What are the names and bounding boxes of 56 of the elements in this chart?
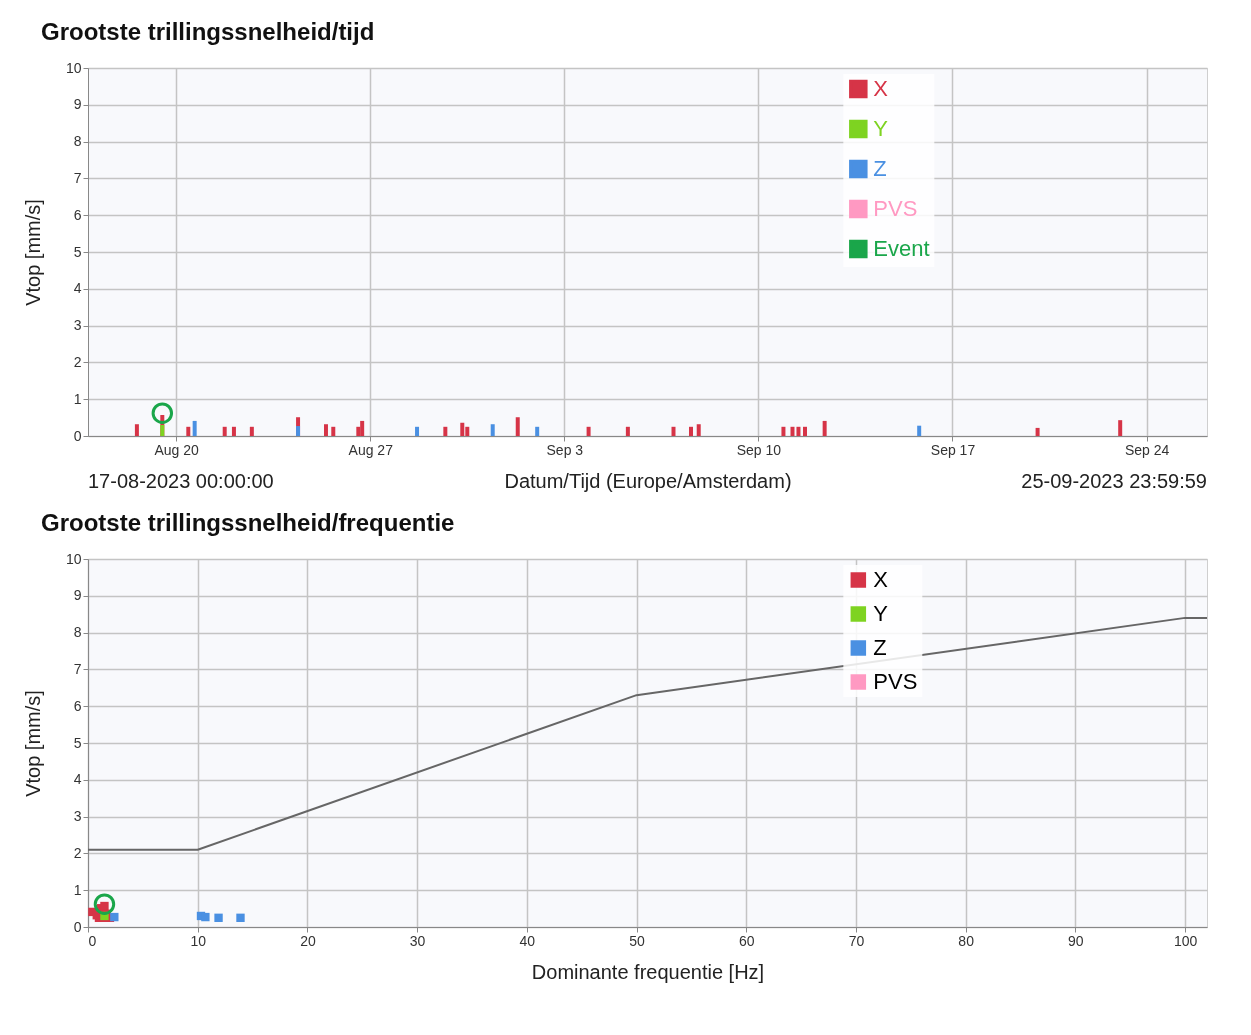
x-tick-label: 90 [1068, 932, 1084, 949]
text: 17-08-2023 00:00:00 [88, 470, 274, 492]
x-tick-label: Aug 20 [154, 441, 200, 458]
x-tick-label: 100 [1173, 932, 1198, 949]
x-tick-label: 40 [519, 932, 536, 949]
y-tick-label: 0 [73, 427, 82, 444]
y-tick-label: 1 [73, 390, 82, 407]
legend-label: PVS [873, 669, 918, 694]
x-axis-title: Dominante frequentie [Hz] [531, 960, 765, 983]
y-tick-label: 7 [73, 169, 82, 186]
x-tick-label: Sep 24 [1124, 441, 1170, 458]
x-axis-title: Datum/Tijd (Europe/Amsterdam) [504, 469, 792, 492]
legend-label: X [873, 76, 889, 101]
y-tick-label: 5 [73, 243, 82, 260]
y-tick-label: 3 [73, 317, 82, 334]
y-tick-label: 7 [73, 660, 82, 677]
y-tick-label: 8 [73, 133, 82, 150]
chart-title: Grootste trillingssnelheid/tijd [41, 18, 375, 45]
legend-label: Z [873, 156, 887, 181]
x-tick-label: 80 [958, 932, 975, 949]
text: 25-09-2023 23:59:59 [1021, 470, 1207, 492]
x-tick-label: 0 [88, 932, 97, 949]
y-tick-label: 3 [73, 808, 82, 825]
y-axis-title: Vtop [mm/s] [21, 199, 44, 306]
x-tick-label: 30 [409, 932, 426, 949]
legend-label: Z [873, 635, 887, 660]
y-tick-label: 1 [73, 881, 82, 898]
x-tick-label: 50 [629, 932, 646, 949]
y-tick-label: 6 [73, 206, 82, 223]
y-tick-label: 8 [73, 624, 82, 641]
legend-label: Y [873, 116, 889, 141]
y-tick-label: 4 [73, 771, 82, 788]
legend-label: Event [873, 236, 930, 261]
y-tick-label: 6 [73, 697, 82, 714]
x-tick-label: Sep 10 [736, 441, 782, 458]
legend-label: PVS [873, 196, 918, 221]
x-tick-label: Aug 27 [348, 441, 394, 458]
x-tick-label: 70 [848, 932, 865, 949]
y-tick-label: 4 [73, 280, 82, 297]
x-tick-label: Sep 17 [930, 441, 976, 458]
x-tick-label: 20 [300, 932, 316, 949]
y-tick-label: 2 [73, 844, 82, 861]
y-tick-label: 0 [73, 918, 82, 935]
y-axis-title: Vtop [mm/s] [21, 690, 44, 797]
y-tick-label: 5 [73, 734, 82, 751]
chart-title: Grootste trillingssnelheid/frequentie [41, 509, 455, 536]
legend-label: X [873, 567, 889, 592]
y-tick-label: 2 [73, 353, 82, 370]
x-tick-label: 60 [738, 932, 755, 949]
x-tick-label: 10 [190, 932, 207, 949]
y-tick-label: 10 [65, 59, 82, 76]
y-tick-label: 9 [73, 587, 82, 604]
y-tick-label: 10 [65, 550, 82, 567]
x-tick-label: Sep 3 [546, 441, 584, 458]
legend-label: Y [873, 601, 889, 626]
y-tick-label: 9 [73, 96, 82, 113]
